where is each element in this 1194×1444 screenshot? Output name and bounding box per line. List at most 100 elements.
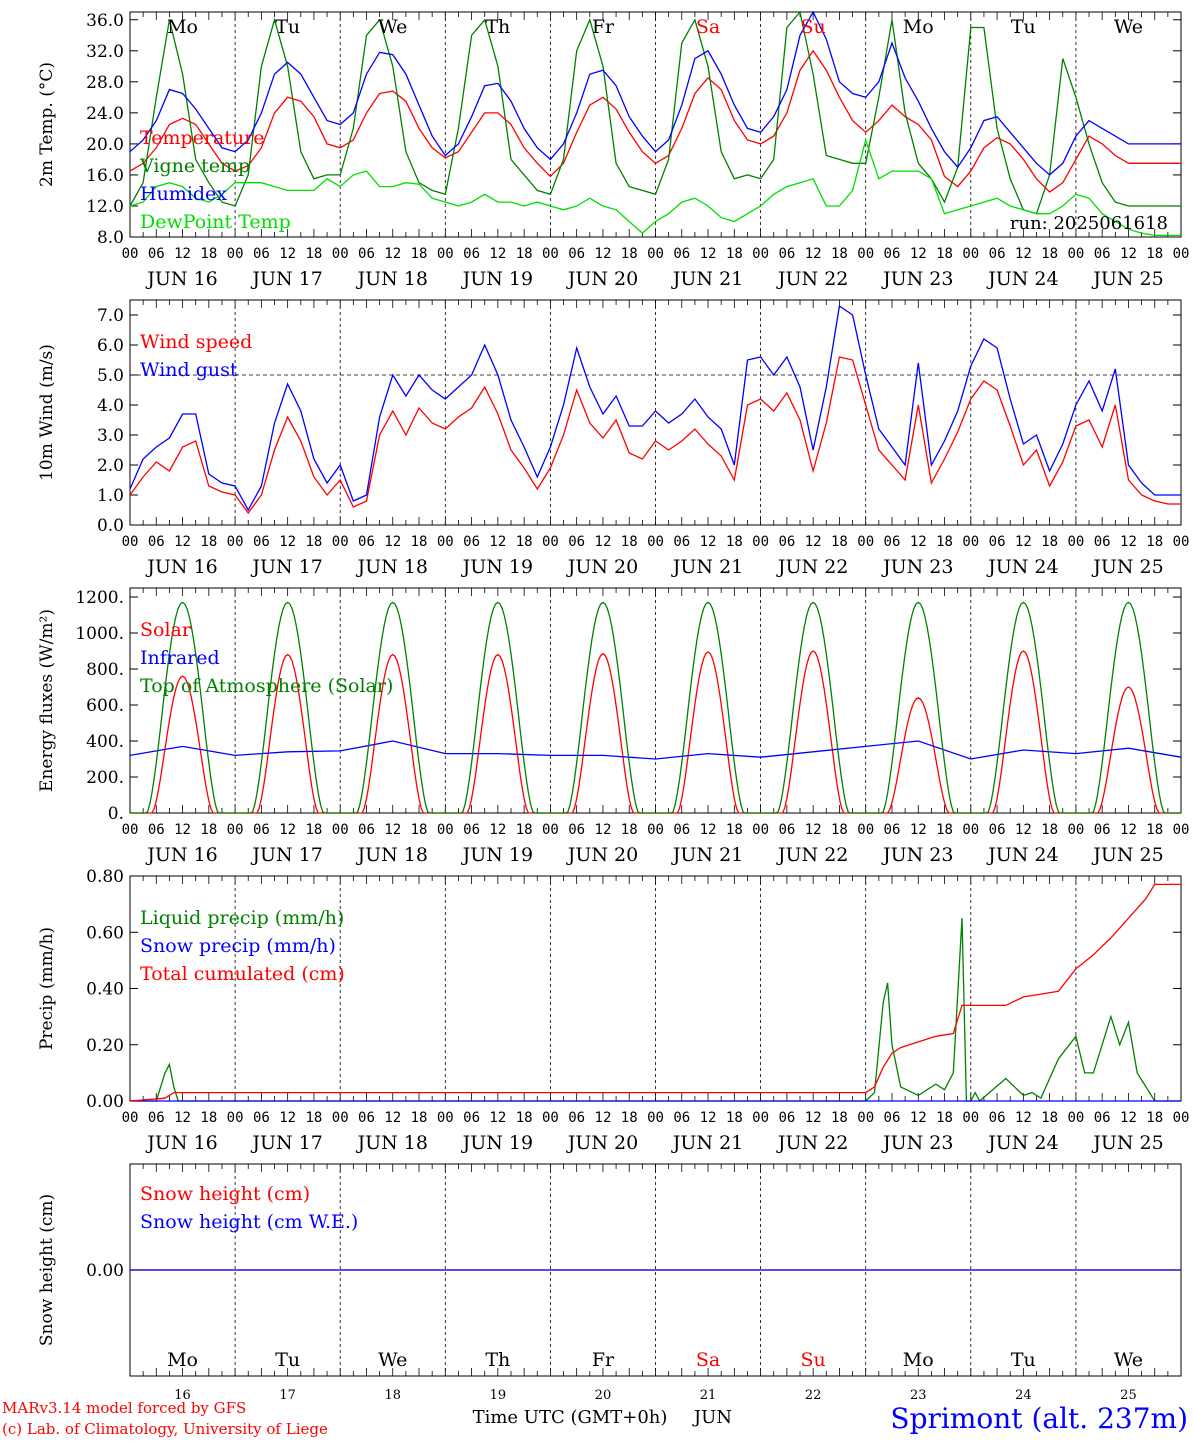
hour-label: 00 [122, 534, 139, 550]
date-label: JUN 24 [986, 844, 1058, 866]
hour-label: 18 [200, 822, 217, 838]
y-tick-label: 16.0 [86, 166, 124, 186]
hour-label: 12 [489, 822, 506, 838]
hour-label: 12 [1120, 534, 1137, 550]
y-axis-label: Snow height (cm) [37, 1194, 57, 1346]
hour-label: 18 [305, 534, 322, 550]
date-label: JUN 22 [776, 1132, 848, 1154]
y-tick-label: 1200. [75, 588, 124, 608]
y-tick-label: 1000. [75, 624, 124, 644]
hour-label: 00 [1067, 534, 1084, 550]
hour-label: 12 [279, 246, 296, 262]
hour-label: 06 [673, 1110, 690, 1126]
day-number: 20 [595, 1388, 612, 1403]
day-name: We [1114, 16, 1143, 38]
panel-temp: 8.0 12.0 16.0 20.0 24.0 28.0 32.0 36.0 2m Temp. … [37, 10, 1189, 290]
date-label: JUN 21 [671, 1132, 743, 1154]
date-label: JUN 18 [356, 268, 428, 290]
x-axis-label: Time UTC (GMT+0h) [473, 1407, 668, 1428]
series-line-dewpoint-temp [129, 137, 1181, 237]
hour-label: 12 [1015, 534, 1032, 550]
hour-label: 12 [174, 246, 191, 262]
hour-label: 06 [358, 246, 375, 262]
hour-label: 06 [884, 534, 901, 550]
hour-label: 06 [358, 534, 375, 550]
hour-label: 00 [962, 246, 979, 262]
day-name: Tu [1011, 16, 1036, 38]
hour-label: 12 [174, 822, 191, 838]
hour-label: 00 [857, 534, 874, 550]
hour-label: 12 [805, 1110, 822, 1126]
date-label: JUN 24 [986, 556, 1058, 578]
date-label: JUN 16 [145, 1132, 217, 1154]
y-tick-label: 7.0 [97, 306, 124, 326]
hour-label: 06 [1094, 822, 1111, 838]
date-label: JUN 18 [356, 1132, 428, 1154]
hour-label: 00 [647, 534, 664, 550]
hour-label: 00 [752, 822, 769, 838]
hour-label: 12 [910, 246, 927, 262]
hour-label: 12 [805, 822, 822, 838]
hour-label: 12 [595, 822, 612, 838]
date-label: JUN 20 [566, 1132, 638, 1154]
date-label: JUN 25 [1091, 1132, 1163, 1154]
hour-label: 18 [516, 1110, 533, 1126]
hour-label: 18 [1146, 534, 1163, 550]
hour-label: 12 [384, 534, 401, 550]
date-label: JUN 16 [145, 268, 217, 290]
date-label: JUN 23 [881, 268, 953, 290]
day-name: Th [485, 1349, 510, 1371]
series-line-wind-speed [129, 356, 1181, 515]
hour-label: 18 [305, 1110, 322, 1126]
hour-label: 06 [568, 246, 585, 262]
hour-label: 18 [1146, 1110, 1163, 1126]
date-label: JUN 16 [145, 556, 217, 578]
day-name: Mo [903, 1349, 934, 1371]
hour-label: 18 [200, 1110, 217, 1126]
hour-label: 00 [332, 534, 349, 550]
footer-credit-line1: MARv3.14 model forced by GFS [2, 1399, 246, 1417]
hour-label: 18 [936, 822, 953, 838]
date-label: JUN 25 [1091, 556, 1163, 578]
date-label: JUN 22 [776, 844, 848, 866]
day-name: We [1114, 1349, 1143, 1371]
panel-precip: 0.00 0.20 0.40 0.60 0.80 Precip (mm/h) Liquid … [37, 867, 1189, 1154]
hour-label: 12 [595, 246, 612, 262]
hour-label: 06 [1094, 246, 1111, 262]
run-label: run: 2025061618 [1010, 213, 1168, 234]
hour-label: 18 [411, 534, 428, 550]
hour-label: 00 [647, 246, 664, 262]
hour-label: 18 [621, 1110, 638, 1126]
hour-label: 00 [962, 1110, 979, 1126]
date-label: JUN 20 [566, 556, 638, 578]
hour-label: 18 [411, 246, 428, 262]
hour-label: 06 [253, 534, 270, 550]
hour-label: 06 [253, 822, 270, 838]
hour-label: 06 [673, 246, 690, 262]
hour-label: 00 [542, 246, 559, 262]
hour-label: 12 [1015, 822, 1032, 838]
hour-label: 06 [358, 1110, 375, 1126]
date-label: JUN 17 [250, 1132, 322, 1154]
hour-label: 06 [253, 1110, 270, 1126]
day-name: Th [485, 16, 510, 38]
hour-label: 12 [279, 822, 296, 838]
hour-label: 00 [227, 534, 244, 550]
hour-label: 12 [700, 1110, 717, 1126]
y-axis-label: 2m Temp. (°C) [37, 62, 57, 187]
hour-label: 06 [568, 534, 585, 550]
hour-label: 12 [595, 534, 612, 550]
legend-entry: Humidex [140, 183, 227, 205]
panel-snow: 0.00 Snow height (cm) Snow height (cm) Snow… [37, 1163, 1182, 1403]
day-name: Tu [275, 1349, 300, 1371]
day-name: We [378, 1349, 407, 1371]
y-tick-label: 28.0 [86, 73, 124, 93]
y-tick-label: 4.0 [97, 396, 124, 416]
y-tick-label: 24.0 [86, 104, 124, 124]
hour-label: 12 [384, 1110, 401, 1126]
series-line-infrared [129, 740, 1182, 760]
y-axis-label: Precip (mm/h) [37, 927, 57, 1050]
legend-entry: Wind gust [140, 359, 238, 381]
hour-label: 18 [200, 246, 217, 262]
